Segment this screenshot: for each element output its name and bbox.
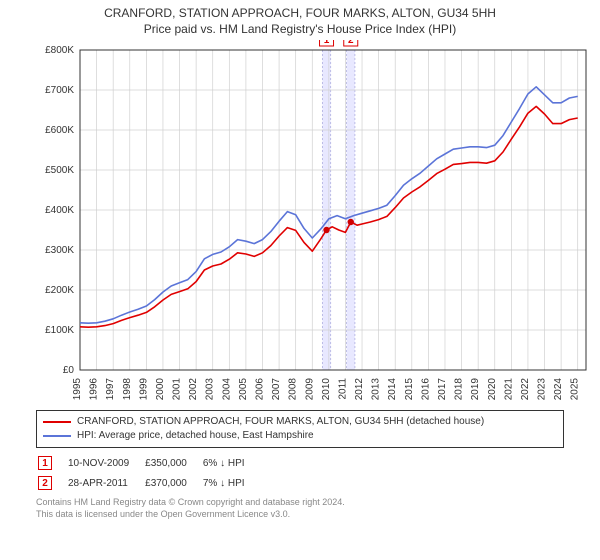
- marker-badge-2: 2: [38, 476, 52, 490]
- svg-text:2006: 2006: [254, 378, 265, 401]
- svg-text:1997: 1997: [105, 378, 116, 401]
- svg-text:£0: £0: [63, 365, 75, 376]
- svg-text:2015: 2015: [404, 378, 415, 401]
- footer-attribution: Contains HM Land Registry data © Crown c…: [36, 496, 564, 520]
- svg-text:2009: 2009: [304, 378, 315, 401]
- svg-text:2016: 2016: [420, 378, 431, 401]
- footer-line-1: Contains HM Land Registry data © Crown c…: [36, 496, 564, 508]
- chart-plot-area: 1 2 £0 £100K £200K £300K £400K £500K £600K £700K £…: [36, 40, 596, 404]
- marker-delta-1: 6% ↓ HPI: [203, 454, 259, 472]
- svg-text:2000: 2000: [155, 378, 166, 401]
- svg-text:2005: 2005: [238, 378, 249, 401]
- svg-text:2001: 2001: [172, 378, 183, 401]
- svg-text:2012: 2012: [354, 378, 365, 401]
- svg-text:2024: 2024: [553, 378, 564, 401]
- marker-price-1: £350,000: [145, 454, 201, 472]
- legend-label-hpi: HPI: Average price, detached house, East…: [77, 429, 314, 443]
- svg-text:2021: 2021: [503, 378, 514, 401]
- svg-text:2007: 2007: [271, 378, 282, 401]
- svg-text:2025: 2025: [570, 378, 581, 401]
- legend-row-hpi: HPI: Average price, detached house, East…: [43, 429, 557, 443]
- marker-badge-1: 1: [38, 456, 52, 470]
- legend-box: CRANFORD, STATION APPROACH, FOUR MARKS, …: [36, 410, 564, 448]
- svg-text:2022: 2022: [520, 378, 531, 401]
- svg-text:£700K: £700K: [45, 85, 74, 96]
- title-line-2: Price paid vs. HM Land Registry's House …: [0, 22, 600, 36]
- svg-text:1998: 1998: [122, 378, 133, 401]
- chart-titles: CRANFORD, STATION APPROACH, FOUR MARKS, …: [0, 0, 600, 36]
- svg-text:2023: 2023: [537, 378, 548, 401]
- legend-swatch-subject: [43, 421, 71, 423]
- svg-text:2010: 2010: [321, 378, 332, 401]
- svg-text:2018: 2018: [454, 378, 465, 401]
- table-row: 1 10-NOV-2009 £350,000 6% ↓ HPI: [38, 454, 259, 472]
- marker-date-2: 28-APR-2011: [68, 474, 143, 492]
- marker-delta-2: 7% ↓ HPI: [203, 474, 259, 492]
- svg-text:1996: 1996: [89, 378, 100, 401]
- svg-text:1: 1: [324, 40, 330, 46]
- svg-text:£600K: £600K: [45, 125, 74, 136]
- svg-text:1995: 1995: [72, 378, 83, 401]
- svg-text:£800K: £800K: [45, 45, 74, 56]
- svg-text:2017: 2017: [437, 378, 448, 401]
- svg-text:1999: 1999: [138, 378, 149, 401]
- svg-text:2011: 2011: [337, 378, 348, 400]
- marker-table: 1 10-NOV-2009 £350,000 6% ↓ HPI 2 28-APR…: [36, 452, 261, 494]
- svg-text:2019: 2019: [470, 378, 481, 401]
- svg-text:£200K: £200K: [45, 285, 74, 296]
- legend-label-subject: CRANFORD, STATION APPROACH, FOUR MARKS, …: [77, 415, 484, 429]
- marker-date-1: 10-NOV-2009: [68, 454, 143, 472]
- marker-price-2: £370,000: [145, 474, 201, 492]
- chart-svg: 1 2 £0 £100K £200K £300K £400K £500K £600K £700K £…: [36, 40, 596, 404]
- svg-text:2014: 2014: [387, 378, 398, 401]
- svg-text:2: 2: [348, 40, 354, 46]
- svg-text:2020: 2020: [487, 378, 498, 401]
- table-row: 2 28-APR-2011 £370,000 7% ↓ HPI: [38, 474, 259, 492]
- svg-text:2008: 2008: [288, 378, 299, 401]
- legend-row-subject: CRANFORD, STATION APPROACH, FOUR MARKS, …: [43, 415, 557, 429]
- svg-text:2004: 2004: [221, 378, 232, 401]
- svg-text:£100K: £100K: [45, 325, 74, 336]
- footer-line-2: This data is licensed under the Open Gov…: [36, 508, 564, 520]
- svg-text:2002: 2002: [188, 378, 199, 401]
- title-line-1: CRANFORD, STATION APPROACH, FOUR MARKS, …: [0, 6, 600, 20]
- svg-text:£300K: £300K: [45, 245, 74, 256]
- svg-text:£400K: £400K: [45, 205, 74, 216]
- legend-swatch-hpi: [43, 435, 71, 437]
- svg-text:£500K: £500K: [45, 165, 74, 176]
- svg-text:2013: 2013: [371, 378, 382, 401]
- svg-text:2003: 2003: [205, 378, 216, 401]
